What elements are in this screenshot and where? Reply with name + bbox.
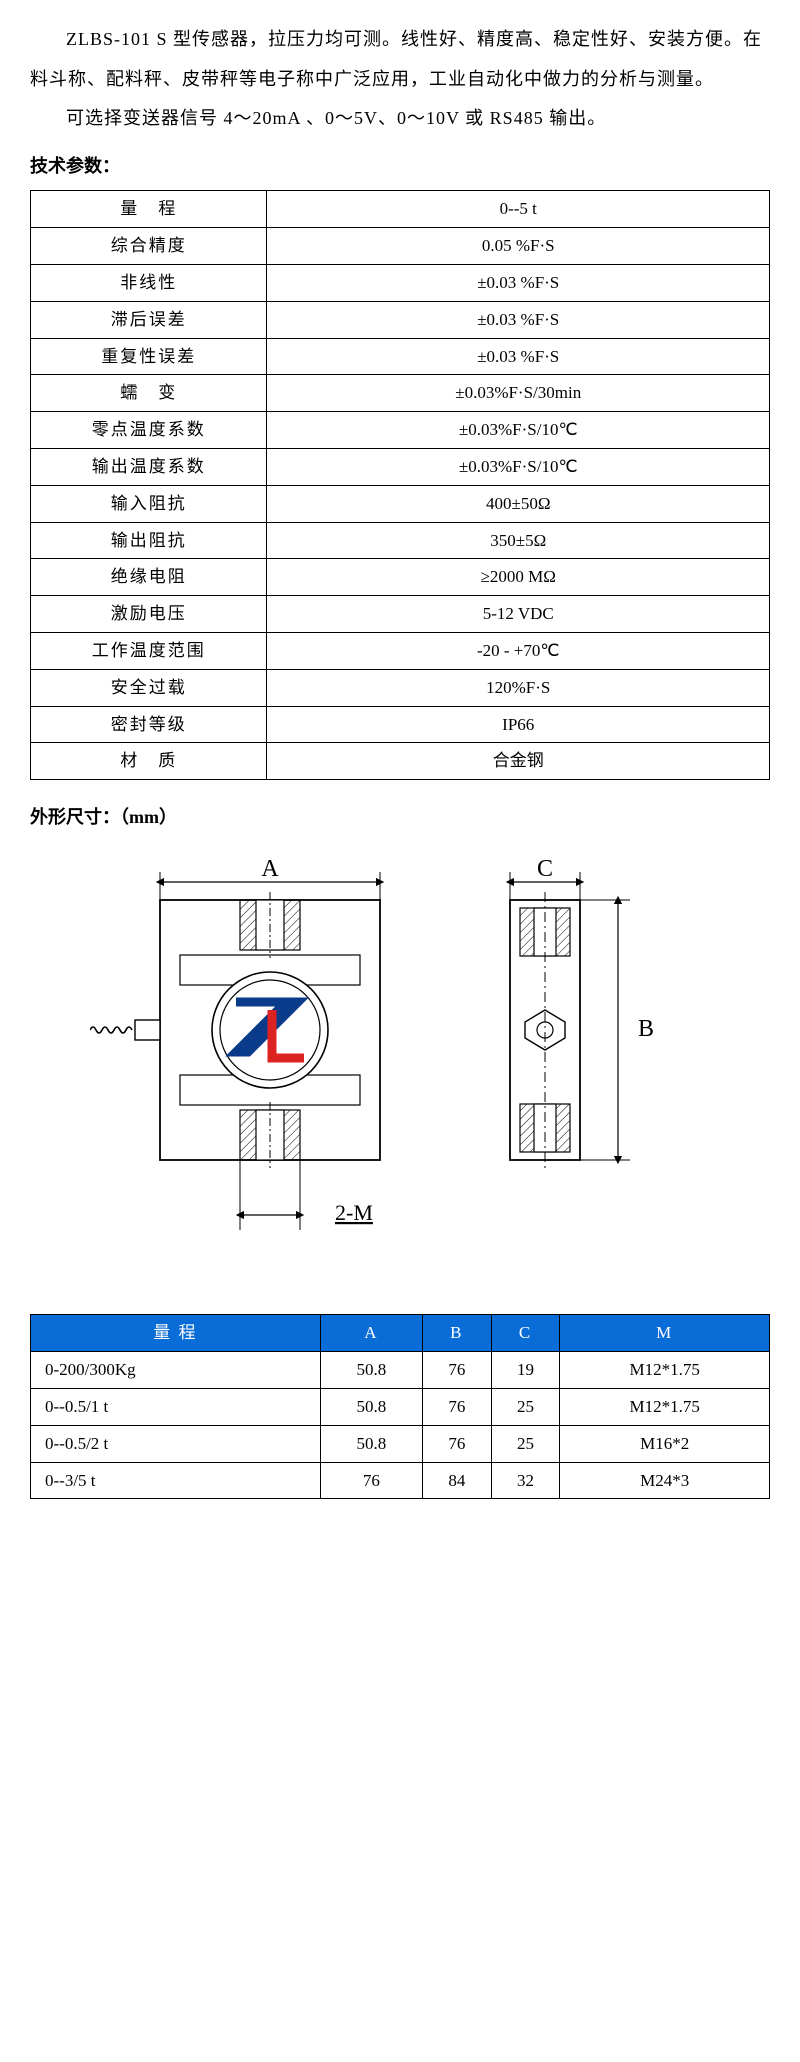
dim-cell: 0--0.5/1 t xyxy=(31,1388,321,1425)
dim-cell: 84 xyxy=(423,1462,492,1499)
intro-paragraph-1: ZLBS-101 S 型传感器，拉压力均可测。线性好、精度高、稳定性好、安装方便… xyxy=(30,20,770,99)
spec-label: 绝缘电阻 xyxy=(31,559,267,596)
spec-label: 重复性误差 xyxy=(31,338,267,375)
side-view: C B xyxy=(510,856,654,1168)
dim-cell: 76 xyxy=(423,1388,492,1425)
dim-cell: M24*3 xyxy=(560,1462,770,1499)
dim-col-header: C xyxy=(491,1315,560,1352)
spec-label: 滞后误差 xyxy=(31,301,267,338)
spec-value: -20 - +70℃ xyxy=(267,632,770,669)
spec-value: ±0.03 %F·S xyxy=(267,301,770,338)
dimensions-section-title: 外形尺寸：（mm） xyxy=(30,798,770,838)
spec-row: 输出阻抗350±5Ω xyxy=(31,522,770,559)
spec-row: 综合精度0.05 %F·S xyxy=(31,228,770,265)
spec-value: 120%F·S xyxy=(267,669,770,706)
dim-col-header: B xyxy=(423,1315,492,1352)
spec-value: IP66 xyxy=(267,706,770,743)
spec-row: 激励电压5-12 VDC xyxy=(31,596,770,633)
dim-label-C: C xyxy=(537,856,553,882)
dim-cell: 76 xyxy=(423,1425,492,1462)
dim-cell: 25 xyxy=(491,1425,560,1462)
spec-value: 5-12 VDC xyxy=(267,596,770,633)
dim-row: 0--0.5/2 t50.87625M16*2 xyxy=(31,1425,770,1462)
spec-section-title: 技术参数： xyxy=(30,147,770,187)
dim-cell: M16*2 xyxy=(560,1425,770,1462)
spec-value: 350±5Ω xyxy=(267,522,770,559)
spec-row: 滞后误差±0.03 %F·S xyxy=(31,301,770,338)
dim-cell: 32 xyxy=(491,1462,560,1499)
spec-value: ±0.03 %F·S xyxy=(267,338,770,375)
spec-row: 蠕 变±0.03%F·S/30min xyxy=(31,375,770,412)
spec-label: 非线性 xyxy=(31,264,267,301)
spec-value: 合金钢 xyxy=(267,743,770,780)
spec-label: 输入阻抗 xyxy=(31,485,267,522)
spec-row: 零点温度系数±0.03%F·S/10℃ xyxy=(31,412,770,449)
dim-cell: 50.8 xyxy=(320,1352,422,1389)
spec-row: 输入阻抗400±50Ω xyxy=(31,485,770,522)
spec-value: 400±50Ω xyxy=(267,485,770,522)
spec-row: 绝缘电阻≥2000 MΩ xyxy=(31,559,770,596)
dim-cell: M12*1.75 xyxy=(560,1388,770,1425)
spec-value: ±0.03%F·S/10℃ xyxy=(267,412,770,449)
spec-label: 激励电压 xyxy=(31,596,267,633)
spec-value: ±0.03 %F·S xyxy=(267,264,770,301)
spec-label: 工作温度范围 xyxy=(31,632,267,669)
spec-value: ≥2000 MΩ xyxy=(267,559,770,596)
spec-value: ±0.03%F·S/30min xyxy=(267,375,770,412)
dim-row: 0--3/5 t768432M24*3 xyxy=(31,1462,770,1499)
dim-col-header: A xyxy=(320,1315,422,1352)
spec-value: 0.05 %F·S xyxy=(267,228,770,265)
spec-label: 输出温度系数 xyxy=(31,448,267,485)
spec-row: 非线性±0.03 %F·S xyxy=(31,264,770,301)
dim-col-header: 量 程 xyxy=(31,1315,321,1352)
spec-row: 材 质合金钢 xyxy=(31,743,770,780)
dim-cell: 25 xyxy=(491,1388,560,1425)
spec-label: 输出阻抗 xyxy=(31,522,267,559)
spec-table: 量 程0--5 t综合精度0.05 %F·S非线性±0.03 %F·S滞后误差±… xyxy=(30,190,770,780)
dim-cell: 50.8 xyxy=(320,1388,422,1425)
spec-label: 零点温度系数 xyxy=(31,412,267,449)
dim-label-2M: 2-M xyxy=(335,1200,373,1225)
dim-cell: 0--3/5 t xyxy=(31,1462,321,1499)
spec-row: 量 程0--5 t xyxy=(31,191,770,228)
spec-label: 量 程 xyxy=(31,191,267,228)
dim-label-A: A xyxy=(261,856,279,882)
spec-label: 密封等级 xyxy=(31,706,267,743)
dim-cell: 0-200/300Kg xyxy=(31,1352,321,1389)
dim-label-B: B xyxy=(638,1016,654,1042)
spec-value: 0--5 t xyxy=(267,191,770,228)
dim-cell: 0--0.5/2 t xyxy=(31,1425,321,1462)
front-view: A xyxy=(90,856,380,1230)
spec-label: 蠕 变 xyxy=(31,375,267,412)
spec-row: 输出温度系数±0.03%F·S/10℃ xyxy=(31,448,770,485)
spec-row: 密封等级IP66 xyxy=(31,706,770,743)
spec-row: 工作温度范围-20 - +70℃ xyxy=(31,632,770,669)
dim-row: 0--0.5/1 t50.87625M12*1.75 xyxy=(31,1388,770,1425)
dim-cell: 76 xyxy=(320,1462,422,1499)
dim-cell: 76 xyxy=(423,1352,492,1389)
spec-label: 安全过载 xyxy=(31,669,267,706)
spec-row: 重复性误差±0.03 %F·S xyxy=(31,338,770,375)
dim-cell: 50.8 xyxy=(320,1425,422,1462)
dim-col-header: M xyxy=(560,1315,770,1352)
dim-cell: M12*1.75 xyxy=(560,1352,770,1389)
spec-value: ±0.03%F·S/10℃ xyxy=(267,448,770,485)
spec-label: 综合精度 xyxy=(31,228,267,265)
dimension-drawing: A xyxy=(30,850,770,1285)
spec-row: 安全过载120%F·S xyxy=(31,669,770,706)
dim-row: 0-200/300Kg50.87619M12*1.75 xyxy=(31,1352,770,1389)
dimensions-table: 量 程ABCM 0-200/300Kg50.87619M12*1.750--0.… xyxy=(30,1314,770,1499)
spec-label: 材 质 xyxy=(31,743,267,780)
intro-paragraph-2: 可选择变送器信号 4～20mA 、0～5V、0～10V 或 RS485 输出。 xyxy=(30,99,770,139)
dim-cell: 19 xyxy=(491,1352,560,1389)
